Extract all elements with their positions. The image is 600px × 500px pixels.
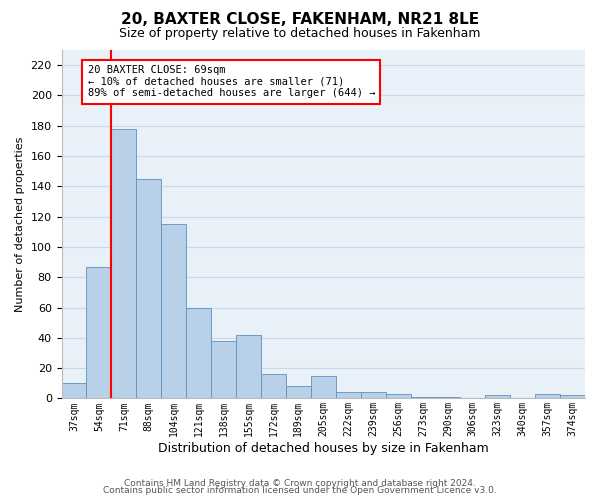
X-axis label: Distribution of detached houses by size in Fakenham: Distribution of detached houses by size … bbox=[158, 442, 488, 455]
Bar bbox=[211, 341, 236, 398]
Bar bbox=[410, 397, 436, 398]
Text: Contains HM Land Registry data © Crown copyright and database right 2024.: Contains HM Land Registry data © Crown c… bbox=[124, 478, 476, 488]
Text: 20, BAXTER CLOSE, FAKENHAM, NR21 8LE: 20, BAXTER CLOSE, FAKENHAM, NR21 8LE bbox=[121, 12, 479, 28]
Bar bbox=[161, 224, 186, 398]
Text: Size of property relative to detached houses in Fakenham: Size of property relative to detached ho… bbox=[119, 28, 481, 40]
Bar bbox=[261, 374, 286, 398]
Bar bbox=[112, 129, 136, 398]
Bar bbox=[361, 392, 386, 398]
Bar bbox=[136, 179, 161, 398]
Text: Contains public sector information licensed under the Open Government Licence v3: Contains public sector information licen… bbox=[103, 486, 497, 495]
Bar bbox=[485, 396, 510, 398]
Bar bbox=[560, 396, 585, 398]
Bar bbox=[311, 376, 336, 398]
Bar bbox=[236, 335, 261, 398]
Bar bbox=[436, 397, 460, 398]
Text: 20 BAXTER CLOSE: 69sqm
← 10% of detached houses are smaller (71)
89% of semi-det: 20 BAXTER CLOSE: 69sqm ← 10% of detached… bbox=[88, 65, 375, 98]
Bar bbox=[336, 392, 361, 398]
Y-axis label: Number of detached properties: Number of detached properties bbox=[15, 136, 25, 312]
Bar bbox=[186, 308, 211, 398]
Bar bbox=[535, 394, 560, 398]
Bar bbox=[286, 386, 311, 398]
Bar bbox=[62, 384, 86, 398]
Bar bbox=[86, 266, 112, 398]
Bar bbox=[386, 394, 410, 398]
